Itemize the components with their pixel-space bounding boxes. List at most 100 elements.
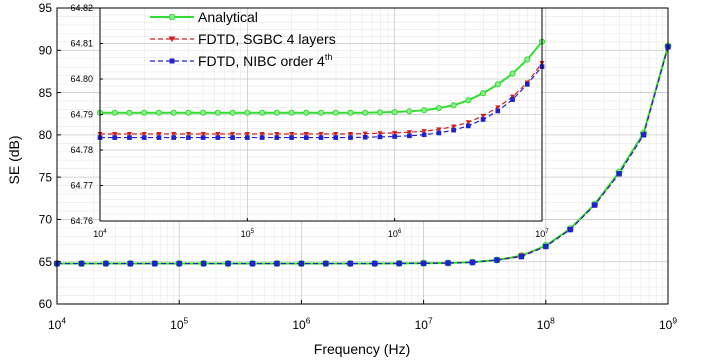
main-point-nibc — [200, 260, 207, 267]
main-point-nibc — [567, 226, 573, 233]
main-x-tick-label: 105 — [170, 316, 188, 332]
inset-point-nibc — [230, 135, 235, 140]
inset-point-nibc — [348, 135, 353, 140]
main-point-nibc — [494, 257, 500, 263]
legend-nibc-label-sup: th — [325, 52, 333, 62]
inset-point-nibc — [510, 97, 515, 102]
inset-point-nibc — [480, 117, 486, 122]
main-point-nibc — [347, 260, 353, 267]
inset-point-analytical — [450, 102, 457, 109]
main-point-nibc — [176, 260, 182, 267]
inset-y-tick-label: 64.80 — [70, 74, 93, 84]
inset-point-analytical — [435, 105, 442, 112]
main-point-nibc — [225, 260, 231, 267]
inset-point-nibc — [244, 135, 250, 140]
inset-point-nibc — [274, 135, 280, 140]
legend-nibc-label: FDTD, NIBC order 4th — [198, 52, 332, 69]
inset-y-tick-label: 64.77 — [70, 181, 93, 191]
inset-point-analytical — [200, 109, 207, 116]
main-point-nibc — [323, 260, 329, 267]
main-point-nibc — [127, 260, 134, 267]
inset-point-sgbc — [156, 131, 162, 137]
inset-point-sgbc — [362, 131, 368, 137]
inset-point-analytical — [332, 109, 339, 116]
inset-point-sgbc — [259, 131, 265, 137]
inset-point-analytical — [303, 109, 310, 116]
inset-point-nibc — [465, 123, 471, 129]
inset-point-sgbc — [406, 130, 412, 135]
main-x-tick-label: 109 — [659, 316, 677, 332]
inset-point-nibc — [436, 130, 442, 136]
inset-x-tick-label: 107 — [535, 228, 549, 239]
main-point-nibc — [543, 243, 549, 250]
inset-point-sgbc — [421, 129, 427, 134]
y-axis-label: SE (dB) — [6, 135, 22, 184]
inset-point-nibc — [407, 133, 412, 139]
main-point-nibc — [103, 260, 109, 267]
main-point-nibc — [445, 260, 451, 266]
inset-point-nibc — [171, 135, 177, 140]
inset-point-sgbc — [303, 131, 309, 137]
inset-point-sgbc — [480, 113, 486, 119]
inset-point-nibc — [215, 135, 221, 140]
inset-point-nibc — [318, 135, 324, 140]
inset-point-sgbc — [377, 131, 383, 136]
inset-point-analytical — [273, 109, 280, 116]
inset-point-sgbc — [495, 105, 501, 110]
inset-point-nibc — [289, 135, 294, 140]
main-y-tick-label: 80 — [39, 128, 53, 142]
inset-y-tick-label: 64.78 — [70, 145, 93, 155]
inset-point-nibc — [141, 135, 147, 140]
main-y-tick-label: 95 — [39, 1, 53, 15]
inset-point-analytical — [494, 81, 501, 88]
inset-point-analytical — [155, 109, 163, 116]
main-x-tick-label: 107 — [415, 316, 433, 332]
main-point-nibc — [518, 253, 525, 260]
inset-point-sgbc — [333, 131, 339, 137]
main-point-nibc — [396, 260, 402, 267]
inset-x-tick-label: 105 — [241, 228, 255, 239]
inset-point-nibc — [303, 135, 309, 140]
main-x-tick-label: 108 — [537, 316, 555, 332]
inset-point-sgbc — [436, 127, 442, 133]
inset-point-nibc — [127, 135, 132, 140]
main-point-nibc — [78, 260, 85, 267]
main-point-nibc — [372, 260, 378, 267]
main-y-tick-label: 70 — [39, 213, 53, 227]
inset-point-analytical — [479, 90, 487, 97]
legend-nibc-label-main: FDTD, NIBC order 4 — [198, 53, 325, 69]
inset-point-sgbc — [112, 131, 118, 137]
inset-point-sgbc — [465, 120, 471, 125]
inset-point-sgbc — [274, 131, 280, 137]
main-point-nibc — [274, 260, 280, 267]
inset-point-analytical — [406, 108, 413, 115]
inset-point-analytical — [229, 109, 236, 116]
main-point-nibc — [298, 260, 305, 267]
main-point-nibc — [469, 259, 476, 266]
legend-sgbc-label: FDTD, SGBC 4 layers — [198, 31, 336, 47]
inset-point-nibc — [186, 135, 191, 140]
inset-point-analytical — [214, 109, 221, 116]
inset-point-sgbc — [288, 131, 295, 137]
inset-point-analytical — [111, 109, 118, 116]
legend-analytical-label: Analytical — [198, 9, 258, 25]
inset-point-analytical — [465, 97, 472, 104]
inset-point-nibc — [392, 134, 398, 139]
main-point-nibc — [640, 132, 647, 138]
legend-sgbc-marker — [168, 36, 176, 42]
legend-analytical-marker — [168, 13, 176, 21]
inset-point-analytical — [288, 109, 295, 116]
inset-point-sgbc — [392, 130, 398, 136]
inset-point-analytical — [244, 109, 251, 116]
inset-point-nibc — [377, 134, 383, 140]
inset-series — [96, 38, 546, 140]
inset-point-sgbc — [244, 131, 250, 137]
inset-point-nibc — [259, 135, 265, 140]
inset-point-analytical — [391, 108, 398, 116]
inset-point-sgbc — [451, 124, 457, 130]
inset-point-nibc — [421, 132, 427, 138]
inset-point-analytical — [362, 109, 369, 116]
inset-point-analytical — [185, 109, 192, 116]
inset-point-analytical — [170, 109, 177, 116]
